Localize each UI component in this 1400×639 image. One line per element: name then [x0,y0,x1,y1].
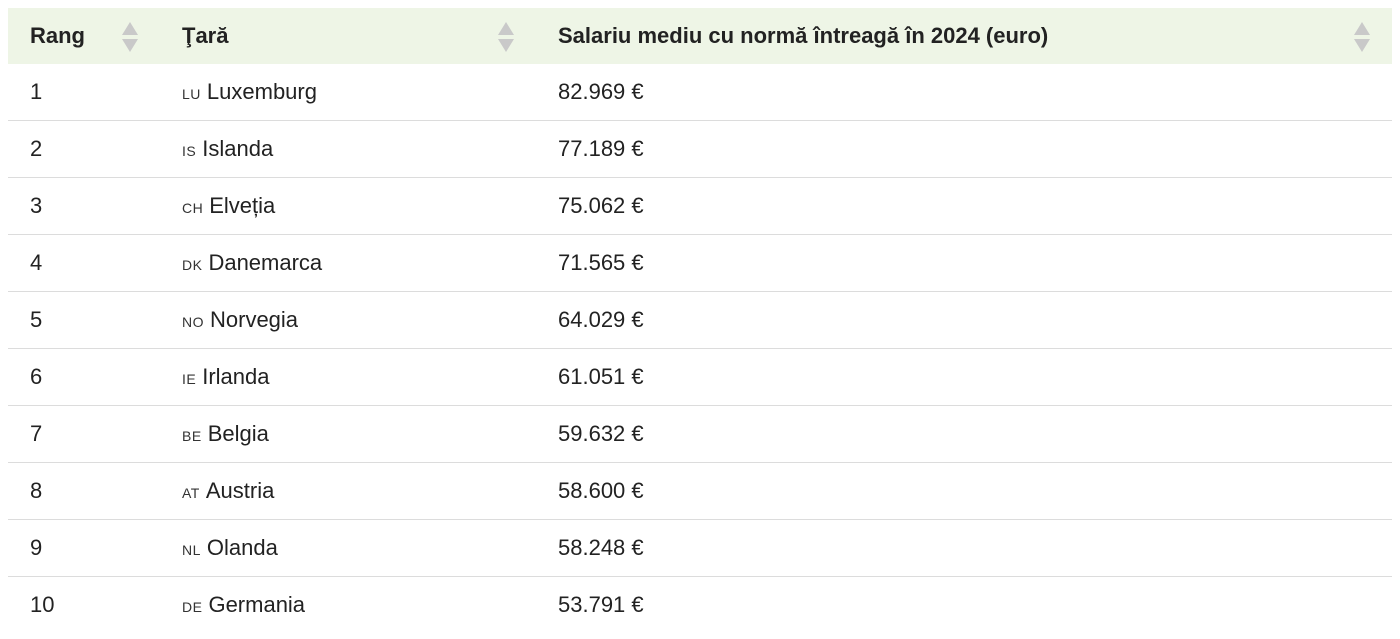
country-code: LU [182,86,201,102]
salary-cell: 77.189 € [536,120,1392,178]
country-name: Norvegia [210,307,299,332]
country-name: Elveția [209,193,276,218]
salary-cell: 71.565 € [536,234,1392,292]
rank-cell: 9 [8,519,160,577]
rank-cell: 4 [8,234,160,292]
sort-icon[interactable] [120,20,140,54]
country-code: DK [182,257,203,273]
table-body: 1 LU Luxemburg 82.969 €2 IS Islanda 77.189 €3 C… [8,64,1392,633]
salary-cell: 75.062 € [536,177,1392,235]
table-row: 9 NL Olanda 58.248 € [8,519,1392,577]
salary-cell: 59.632 € [536,405,1392,463]
table-row: 1 LU Luxemburg 82.969 € [8,64,1392,121]
country-code: NO [182,314,204,330]
country-cell: NO Norvegia [160,291,536,349]
header-cell[interactable]: Ţară [160,8,536,64]
rank-cell: 3 [8,177,160,235]
country-code: BE [182,428,202,444]
table-row: 2 IS Islanda 77.189 € [8,120,1392,178]
country-cell: IE Irlanda [160,348,536,406]
header-row: Rang Ţară Salariu mediu cu normă întreag… [8,8,1392,64]
table-row: 3 CH Elveția 75.062 € [8,177,1392,235]
header-text: Salariu mediu cu normă întreagă în 2024 … [558,23,1049,48]
country-cell: DE Germania [160,577,536,634]
header-text: Ţară [182,23,229,48]
country-cell: AT Austria [160,462,536,520]
sort-icon[interactable] [1352,20,1372,54]
country-cell: CH Elveția [160,177,536,235]
rank-cell: 6 [8,348,160,406]
table-row: 6 IE Irlanda 61.051 € [8,348,1392,406]
country-name: Irlanda [202,364,270,389]
header-cell[interactable]: Salariu mediu cu normă întreagă în 2024 … [536,8,1392,64]
salary-cell: 58.248 € [536,519,1392,577]
salary-cell: 61.051 € [536,348,1392,406]
salary-cell: 82.969 € [536,64,1392,121]
table-row: 5 NO Norvegia 64.029 € [8,291,1392,349]
header-cell[interactable]: Rang [8,8,160,64]
country-cell: LU Luxemburg [160,64,536,121]
country-name: Luxemburg [206,79,317,104]
country-code: IE [182,371,197,387]
country-name: Germania [208,592,306,617]
country-name: Islanda [202,136,274,161]
table-row: 7 BE Belgia 59.632 € [8,405,1392,463]
country-code: IS [182,143,197,159]
rank-cell: 1 [8,64,160,121]
rank-cell: 10 [30,592,55,617]
salary-cell: 53.791 € [558,592,644,617]
salary-cell: 64.029 € [536,291,1392,349]
table-row: 10 DE Germania 53.791 € [8,577,1392,634]
country-code: NL [182,542,201,558]
country-name: Belgia [207,421,269,446]
country-name: Danemarca [208,250,323,275]
rank-cell: 2 [8,120,160,178]
country-cell: IS Islanda [160,120,536,178]
rank-cell: 5 [8,291,160,349]
table-row: 8 AT Austria 58.600 € [8,462,1392,520]
header-text: Rang [30,23,85,48]
country-code: DE [182,599,203,615]
country-cell: BE Belgia [160,405,536,463]
table-row: 4 DK Danemarca 71.565 € [8,234,1392,292]
rank-cell: 8 [8,462,160,520]
country-name: Olanda [206,535,278,560]
country-code: CH [182,200,204,216]
country-name: Austria [205,478,275,503]
salary-cell: 58.600 € [536,462,1392,520]
rank-cell: 7 [8,405,160,463]
salary-table: Rang Ţară Salariu mediu cu normă întreag… [8,8,1392,633]
country-cell: NL Olanda [160,519,536,577]
sort-icon[interactable] [496,20,516,54]
country-code: AT [182,485,200,501]
country-cell: DK Danemarca [160,234,536,292]
